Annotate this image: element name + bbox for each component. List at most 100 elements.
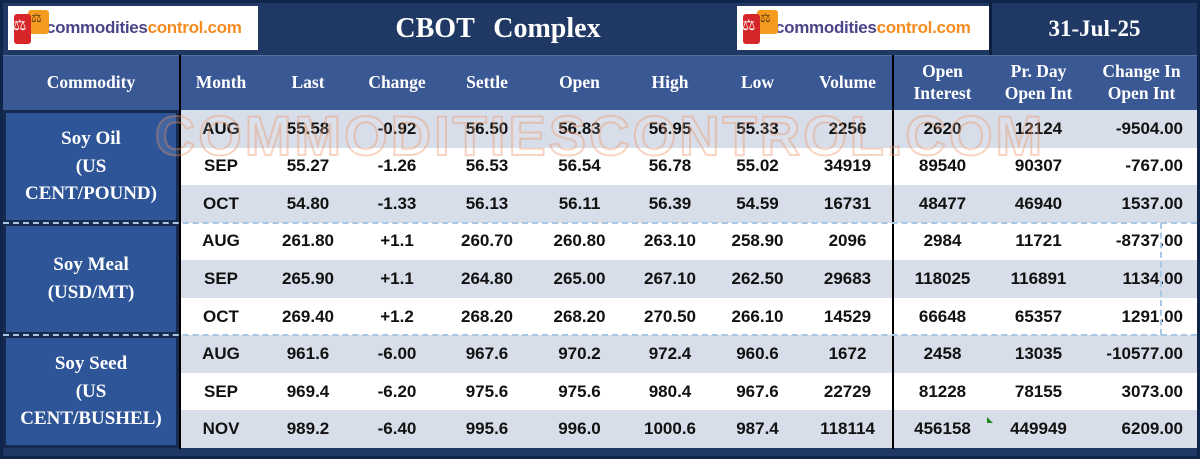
cell-change-in-open-int: -767.00 <box>1125 156 1183 176</box>
cell-low: 55.02 <box>736 156 779 176</box>
table-body: Soy Oil (US CENT/POUND) AUG 55.58 -0.92 … <box>3 110 1197 448</box>
commoditiescontrol-logo[interactable]: ⚖ ⚖ commoditiescontrol.com <box>8 6 258 50</box>
cell-month: SEP <box>203 156 239 176</box>
column-header-commodity: Commodity <box>46 72 136 93</box>
column-header-change: Change <box>368 72 426 93</box>
cell-settle: 264.80 <box>461 268 513 288</box>
cell-low: 55.33 <box>736 118 779 138</box>
cell-high: 972.4 <box>648 344 692 364</box>
page-title: CBOT Complex <box>395 13 601 44</box>
cell-month: SEP <box>203 268 239 288</box>
cell-settle: 268.20 <box>461 306 513 326</box>
cell-high: 270.50 <box>644 306 696 326</box>
commodity-unit: (US <box>75 380 107 402</box>
cell-change-in-open-int: -9504.00 <box>1115 118 1183 138</box>
cell-low: 987.4 <box>736 419 779 439</box>
cell-flag-icon <box>987 417 993 423</box>
cell-low: 258.90 <box>731 231 784 251</box>
cell-month: AUG <box>202 231 240 251</box>
cell-change-in-open-int: 1291.00 <box>1121 306 1183 326</box>
logo-text-commodities: commodities <box>46 18 148 37</box>
page-break-dashed-line <box>3 334 1197 337</box>
table-row: OCT 269.40 +1.2 268.20 268.20 270.50 266… <box>179 297 1197 336</box>
cell-change: -1.33 <box>377 193 417 213</box>
table-row: AUG 961.6 -6.00 967.6 970.2 972.4 960.6 … <box>179 335 1197 373</box>
logo-text-control: control.com <box>147 18 242 37</box>
column-header-prev-day-open-int: Pr. Day Open Int <box>1004 61 1073 103</box>
cell-open: 265.00 <box>553 268 606 288</box>
cell-volume: 16731 <box>823 193 872 213</box>
cell-open: 260.80 <box>553 231 606 251</box>
commodity-unit: CENT/BUSHEL) <box>20 408 162 430</box>
logo-text: commoditiescontrol.com <box>46 18 242 38</box>
cell-open-interest: 2620 <box>923 118 962 138</box>
column-header-settle: Settle <box>466 72 508 93</box>
cell-change-in-open-int: 1537.00 <box>1121 193 1183 213</box>
cell-prev-day-open-int: 11721 <box>1015 231 1062 251</box>
cell-change: -6.20 <box>377 381 417 401</box>
commoditiescontrol-logo-secondary[interactable]: ⚖ ⚖ commoditiescontrol.com <box>737 6 989 50</box>
table-row: AUG 261.80 +1.1 260.70 260.80 263.10 258… <box>179 222 1197 261</box>
cell-last: 55.27 <box>286 156 330 176</box>
cell-prev-day-open-int: 13035 <box>1014 344 1063 364</box>
cell-settle: 975.6 <box>465 381 509 401</box>
cell-prev-day-open-int: 46940 <box>1014 193 1063 213</box>
cell-volume: 118114 <box>820 419 875 439</box>
cell-last: 269.40 <box>282 306 334 326</box>
cell-volume: 2256 <box>828 118 867 138</box>
column-header-high: High <box>651 72 689 93</box>
commodity-name: Soy Oil <box>61 128 121 149</box>
column-header-low: Low <box>740 72 775 93</box>
table-row: SEP 265.90 +1.1 264.80 265.00 267.10 262… <box>179 260 1197 298</box>
cell-low: 266.10 <box>731 306 784 326</box>
cell-high: 56.95 <box>648 118 692 138</box>
cell-last: 961.6 <box>286 344 330 364</box>
commodity-name: Soy Seed <box>54 353 128 375</box>
cell-open: 268.20 <box>553 306 606 326</box>
cell-last: 54.80 <box>286 193 330 213</box>
cell-month: SEP <box>203 381 239 401</box>
cell-open-interest: 89540 <box>918 156 967 176</box>
cell-volume: 1672 <box>828 344 867 364</box>
cell-high: 980.4 <box>648 381 692 401</box>
cell-volume: 29683 <box>823 268 872 288</box>
report-date: 31-Jul-25 <box>989 3 1197 55</box>
page-break-dashed-line <box>3 221 1197 224</box>
table-row: NOV 989.2 -6.40 995.6 996.0 1000.6 987.4… <box>179 410 1197 448</box>
cell-open-interest: 81228 <box>918 381 967 401</box>
commodity-group-soy-meal: Soy Meal (USD/MT) AUG 261.80 +1.1 260.70… <box>3 222 1197 336</box>
cell-month: OCT <box>203 193 239 213</box>
cell-change: +1.1 <box>380 231 414 251</box>
cell-low: 960.6 <box>736 344 779 364</box>
table-row: SEP 969.4 -6.20 975.6 975.6 980.4 967.6 … <box>179 372 1197 411</box>
cell-change: -1.26 <box>377 156 417 176</box>
bottom-bar <box>3 448 1197 456</box>
cell-prev-day-open-int: 65357 <box>1014 306 1063 326</box>
column-divider <box>179 55 181 449</box>
cell-prev-day-open-int: 78155 <box>1014 381 1063 401</box>
commodity-label-soy-meal: Soy Meal (USD/MT) <box>3 222 179 336</box>
cell-prev-day-open-int: 449949 <box>1010 419 1067 439</box>
cell-last: 969.4 <box>286 381 330 401</box>
scales-icon: ⚖ ⚖ <box>12 8 50 48</box>
cell-change: +1.2 <box>380 306 414 326</box>
cell-month: OCT <box>203 306 239 326</box>
logo-text-control: control.com <box>876 18 971 37</box>
cell-month: NOV <box>202 419 240 439</box>
cell-change-in-open-int: 6209.00 <box>1121 419 1183 439</box>
column-header-month: Month <box>195 72 247 93</box>
column-divider <box>892 55 894 449</box>
cell-last: 55.58 <box>286 118 330 138</box>
scales-icon: ⚖ ⚖ <box>741 8 779 48</box>
column-header-open-interest: Open Interest <box>913 61 972 103</box>
cell-open-interest: 2458 <box>923 344 962 364</box>
cell-volume: 34919 <box>823 156 872 176</box>
column-header-last: Last <box>291 72 325 93</box>
column-header-change-in-open-int: Change In Open Int <box>1102 61 1181 103</box>
cell-open: 996.0 <box>558 419 601 439</box>
cell-prev-day-open-int: 90307 <box>1014 156 1063 176</box>
cell-volume: 22729 <box>823 381 872 401</box>
cell-settle: 995.6 <box>465 419 509 439</box>
table-column-header-row: Commodity Month Last Change Settle Open … <box>3 55 1197 110</box>
table-row: AUG 55.58 -0.92 56.50 56.83 56.95 55.33 … <box>179 110 1197 148</box>
